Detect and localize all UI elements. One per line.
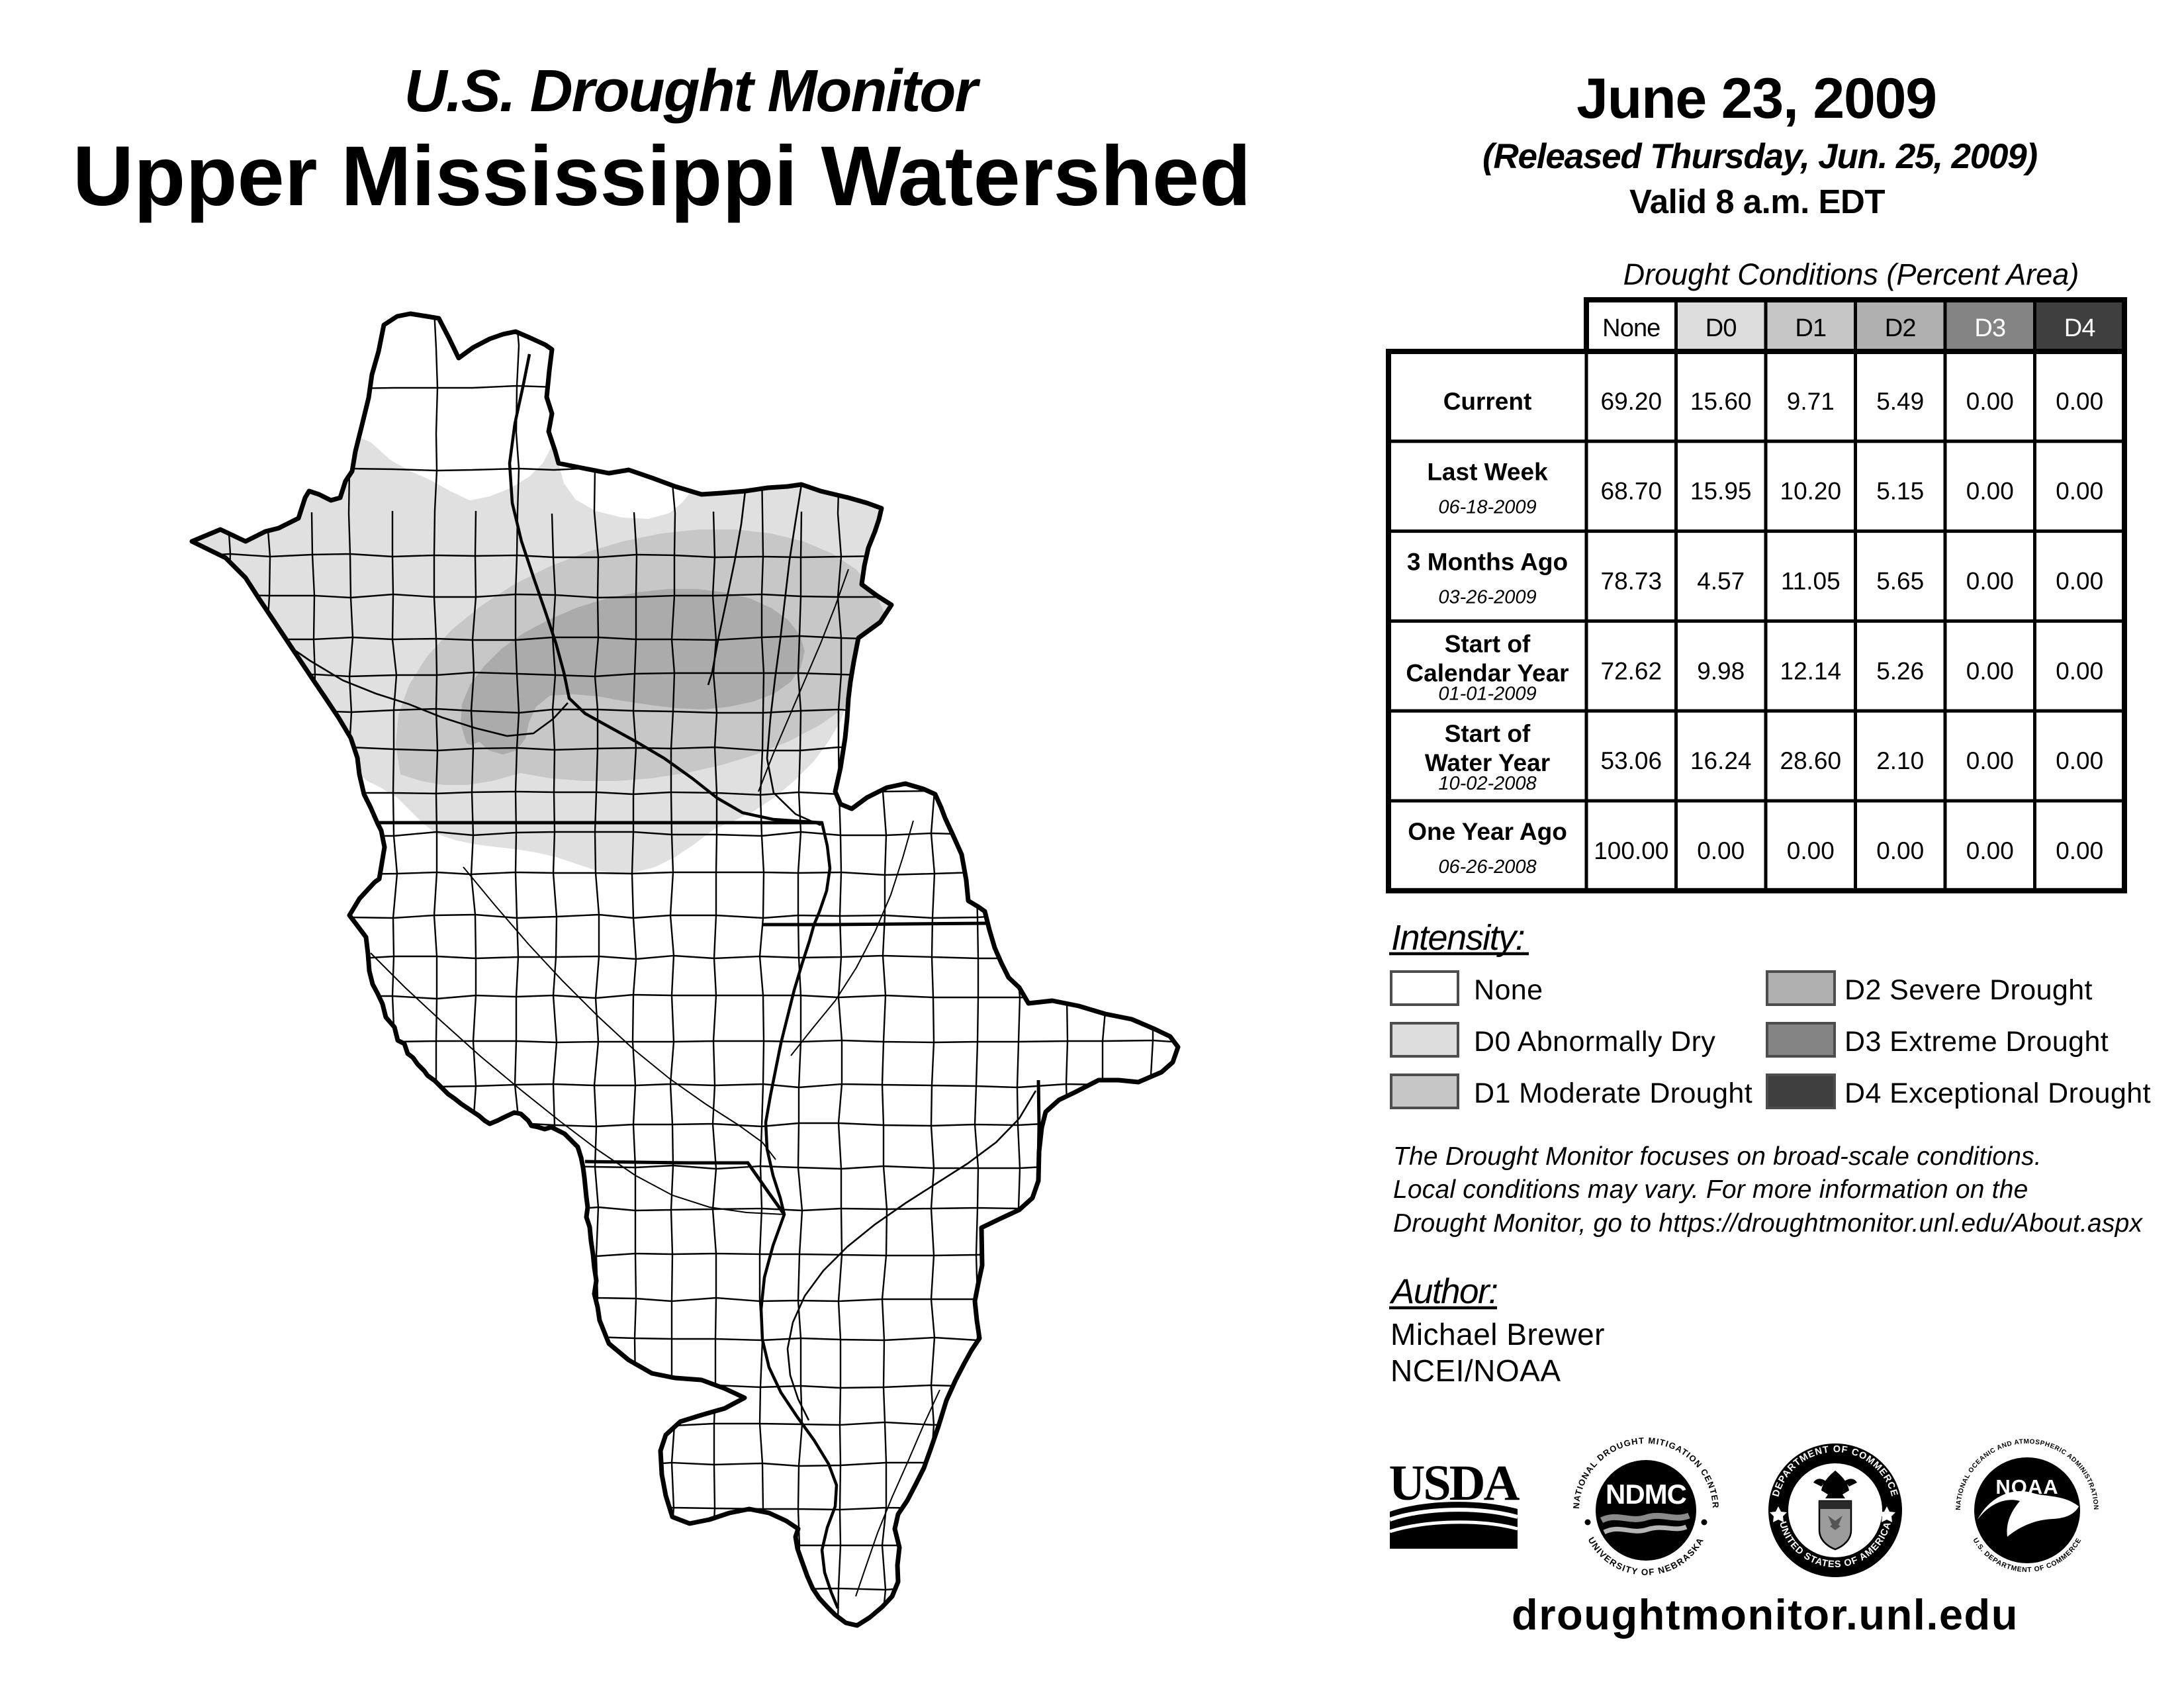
svg-text:Last Week: Last Week <box>1427 459 1548 486</box>
svg-text:D1: D1 <box>1795 314 1826 342</box>
svg-text:0.00: 0.00 <box>1876 837 1924 864</box>
svg-text:72.62: 72.62 <box>1601 657 1662 684</box>
svg-text:03-26-2009: 03-26-2009 <box>1438 587 1536 608</box>
svg-text:10.20: 10.20 <box>1780 478 1842 505</box>
svg-text:The Drought Monitor focuses on: The Drought Monitor focuses on broad-sca… <box>1393 1142 2042 1171</box>
svg-text:D1 Moderate Drought: D1 Moderate Drought <box>1474 1077 1752 1109</box>
svg-text:0.00: 0.00 <box>2056 657 2103 684</box>
svg-text:3 Months Ago: 3 Months Ago <box>1407 549 1568 576</box>
svg-text:5.65: 5.65 <box>1876 568 1924 595</box>
svg-text:Drought Conditions (Percent Ar: Drought Conditions (Percent Area) <box>1623 257 2079 291</box>
svg-text:0.00: 0.00 <box>1966 388 2014 415</box>
svg-text:NCEI/NOAA: NCEI/NOAA <box>1390 1353 1561 1388</box>
svg-text:None: None <box>1474 974 1543 1006</box>
svg-text:78.73: 78.73 <box>1601 568 1662 595</box>
svg-text:Start of: Start of <box>1445 630 1531 657</box>
svg-text:Valid 8 a.m. EDT: Valid 8 a.m. EDT <box>1629 183 1885 220</box>
svg-text:Local conditions may vary. For: Local conditions may vary. For more info… <box>1393 1175 2028 1204</box>
svg-text:June 23, 2009: June 23, 2009 <box>1576 67 1936 130</box>
svg-text:4.57: 4.57 <box>1697 568 1745 595</box>
svg-text:0.00: 0.00 <box>1697 837 1745 864</box>
svg-text:U.S. Drought Monitor: U.S. Drought Monitor <box>404 58 981 124</box>
svg-text:Upper Mississippi Watershed: Upper Mississippi Watershed <box>73 129 1251 224</box>
svg-text:Water Year: Water Year <box>1425 749 1550 776</box>
svg-text:01-01-2009: 01-01-2009 <box>1438 683 1536 704</box>
svg-text:D2 Severe Drought: D2 Severe Drought <box>1844 974 2093 1006</box>
svg-text:USDA: USDA <box>1389 1455 1520 1511</box>
svg-text:15.60: 15.60 <box>1690 388 1752 415</box>
svg-text:68.70: 68.70 <box>1601 478 1662 505</box>
svg-text:06-18-2009: 06-18-2009 <box>1438 497 1536 518</box>
svg-text:2.10: 2.10 <box>1876 747 1924 774</box>
svg-text:droughtmonitor.unl.edu: droughtmonitor.unl.edu <box>1512 1590 2019 1639</box>
svg-text:11.05: 11.05 <box>1781 568 1841 595</box>
svg-text:NDMC: NDMC <box>1606 1479 1687 1510</box>
svg-text:Drought Monitor, go to https:/: Drought Monitor, go to https://droughtmo… <box>1393 1209 2144 1238</box>
svg-text:5.49: 5.49 <box>1876 388 1924 415</box>
svg-text:Current: Current <box>1443 388 1532 415</box>
svg-text:15.95: 15.95 <box>1690 478 1752 505</box>
svg-text:5.15: 5.15 <box>1876 478 1924 505</box>
svg-text:D0: D0 <box>1706 314 1737 342</box>
svg-text:Start of: Start of <box>1445 720 1531 747</box>
svg-text:69.20: 69.20 <box>1601 388 1662 415</box>
svg-text:12.14: 12.14 <box>1780 657 1842 684</box>
svg-text:0.00: 0.00 <box>2056 478 2103 505</box>
svg-text:(Released Thursday, Jun. 25, 2: (Released Thursday, Jun. 25, 2009) <box>1482 137 2038 176</box>
svg-text:One Year Ago: One Year Ago <box>1408 818 1567 845</box>
svg-text:0.00: 0.00 <box>1966 657 2014 684</box>
svg-text:9.71: 9.71 <box>1787 388 1835 415</box>
svg-text:0.00: 0.00 <box>2056 388 2103 415</box>
svg-text:0.00: 0.00 <box>2056 568 2103 595</box>
svg-text:0.00: 0.00 <box>1966 837 2014 864</box>
svg-text:0.00: 0.00 <box>1787 837 1835 864</box>
svg-text:0.00: 0.00 <box>1966 478 2014 505</box>
svg-text:100.00: 100.00 <box>1594 837 1668 864</box>
svg-text:D3 Extreme Drought: D3 Extreme Drought <box>1844 1026 2109 1058</box>
svg-text:D2: D2 <box>1885 314 1916 342</box>
svg-text:Intensity:: Intensity: <box>1391 918 1524 958</box>
svg-text:D0 Abnormally Dry: D0 Abnormally Dry <box>1474 1026 1715 1058</box>
svg-text:Calendar Year: Calendar Year <box>1406 659 1569 686</box>
svg-text:10-02-2008: 10-02-2008 <box>1438 773 1536 794</box>
svg-text:0.00: 0.00 <box>1966 568 2014 595</box>
svg-text:5.26: 5.26 <box>1876 657 1924 684</box>
svg-text:Michael Brewer: Michael Brewer <box>1390 1317 1605 1351</box>
svg-text:0.00: 0.00 <box>1966 747 2014 774</box>
svg-text:0.00: 0.00 <box>2056 837 2103 864</box>
svg-text:53.06: 53.06 <box>1601 747 1662 774</box>
svg-text:0.00: 0.00 <box>2056 747 2103 774</box>
svg-text:None: None <box>1602 314 1660 342</box>
svg-text:9.98: 9.98 <box>1697 657 1745 684</box>
svg-text:16.24: 16.24 <box>1690 747 1752 774</box>
svg-text:D3: D3 <box>1974 314 2005 342</box>
svg-text:Author:: Author: <box>1389 1272 1497 1311</box>
svg-text:28.60: 28.60 <box>1780 747 1842 774</box>
svg-text:D4: D4 <box>2064 314 2096 342</box>
svg-text:D4 Exceptional Drought: D4 Exceptional Drought <box>1844 1077 2151 1109</box>
svg-text:06-26-2008: 06-26-2008 <box>1438 856 1536 878</box>
